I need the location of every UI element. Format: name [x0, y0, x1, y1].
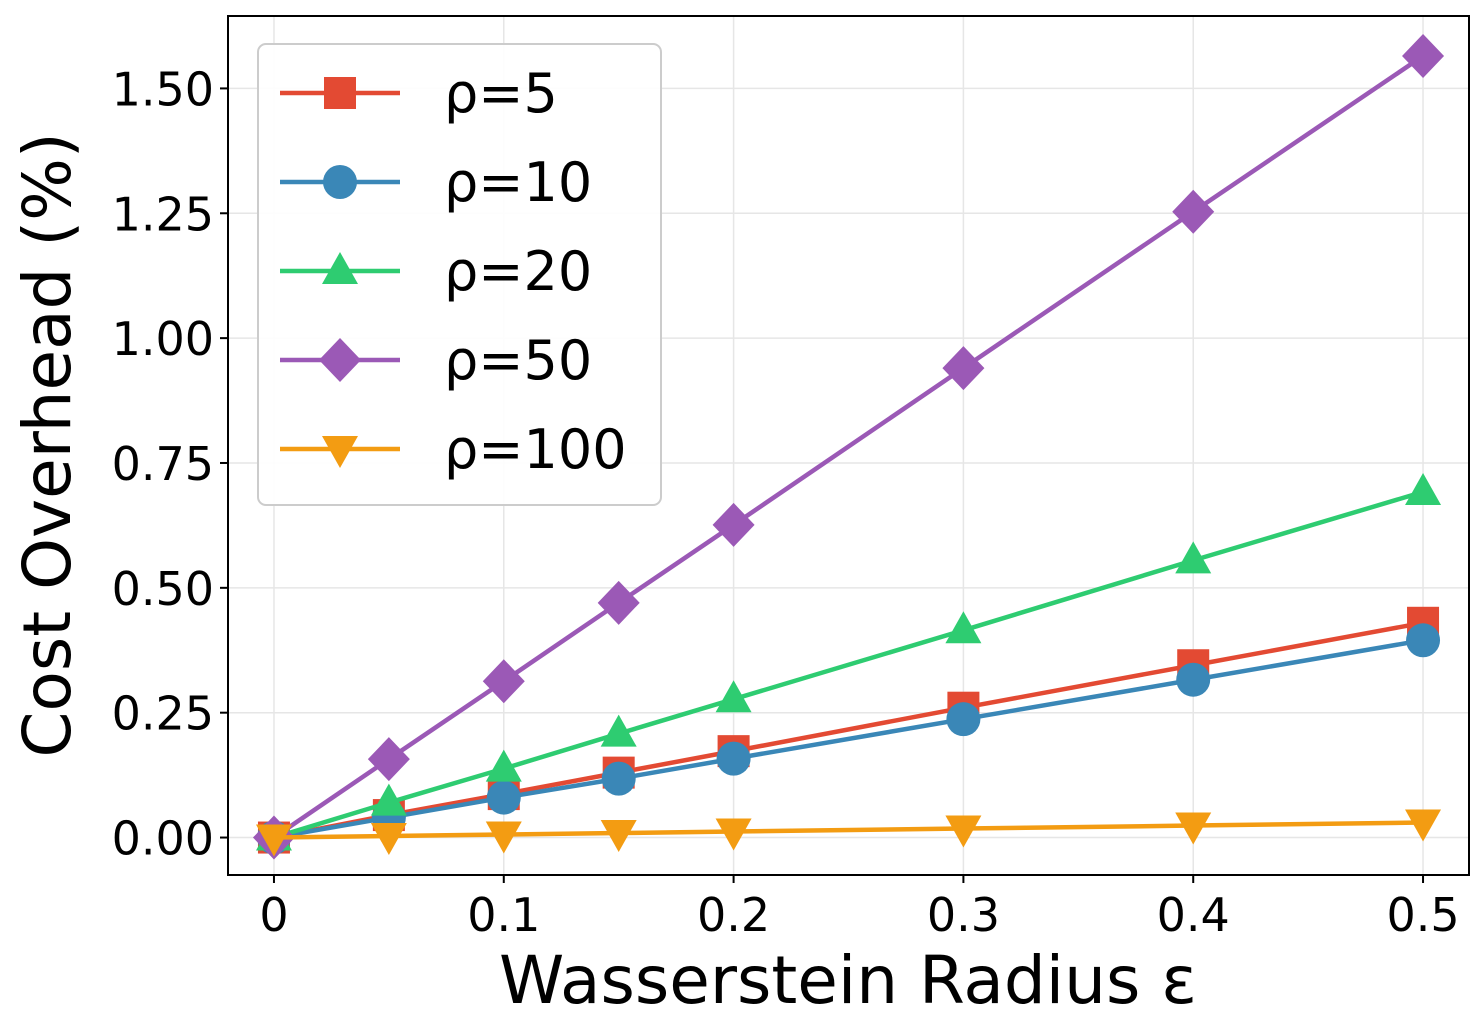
legend-item: ρ=5	[280, 62, 558, 125]
legend-marker	[324, 77, 356, 109]
data-point	[946, 702, 981, 737]
data-point	[600, 714, 637, 747]
data-point	[715, 818, 752, 851]
legend-item: ρ=50	[280, 329, 592, 392]
data-point	[1405, 472, 1442, 505]
legend-marker	[319, 338, 361, 382]
x-tick-label: 0.5	[1386, 888, 1459, 942]
legend: ρ=5 ρ=10 ρ=20 ρ=50 ρ=100	[257, 43, 662, 506]
plot-frame	[227, 15, 1470, 876]
series-line	[273, 820, 1424, 840]
series-line	[273, 620, 1424, 840]
series-3	[252, 33, 1445, 860]
series-1	[256, 623, 1441, 855]
data-point	[370, 823, 407, 856]
data-point	[601, 761, 636, 796]
axis-ticks: 0 0.1 0.2 0.3 0.4 0.5 0.00 0.25 0.50 0.75 1.00 1.25…	[112, 62, 1460, 942]
data-point	[1406, 623, 1441, 658]
data-point	[486, 780, 521, 815]
x-tick-label: 0.1	[467, 888, 540, 942]
data-point	[712, 502, 755, 547]
data-point	[716, 741, 751, 776]
series-layer	[252, 33, 1445, 860]
x-axis-title: Wasserstein Radius ε	[499, 942, 1197, 1019]
y-tick-label: 1.25	[112, 187, 214, 241]
y-tick-label: 0.25	[112, 687, 214, 741]
y-tick-label: 0.50	[112, 562, 214, 616]
legend-item: ρ=10	[280, 151, 592, 214]
y-tick-label: 0.75	[112, 437, 214, 491]
series-line	[273, 489, 1424, 840]
y-tick-label: 1.00	[112, 312, 214, 366]
data-point	[482, 659, 525, 704]
data-point	[1402, 33, 1445, 78]
x-tick-label: 0	[259, 888, 288, 942]
data-point	[370, 783, 407, 816]
data-point	[945, 611, 982, 644]
legend-label: ρ=20	[444, 240, 592, 303]
legend-label: ρ=5	[444, 62, 558, 125]
legend-marker	[322, 252, 358, 284]
legend-marker	[322, 436, 358, 468]
data-point	[942, 346, 985, 391]
legend-item: ρ=20	[280, 240, 592, 303]
legend-label: ρ=50	[444, 329, 592, 392]
legend-label: ρ=10	[444, 151, 592, 214]
legend-label: ρ=100	[444, 418, 627, 481]
data-point	[1176, 662, 1211, 697]
series-2	[255, 472, 1442, 851]
data-point	[1405, 809, 1442, 842]
x-tick-label: 0.3	[927, 888, 1000, 942]
legend-item: ρ=100	[280, 418, 627, 481]
data-point	[485, 749, 522, 782]
x-tick-label: 0.4	[1157, 888, 1230, 942]
legend-marker	[323, 165, 357, 199]
data-point	[485, 821, 522, 854]
data-point	[1175, 541, 1212, 574]
data-point	[597, 580, 640, 625]
data-point	[715, 680, 752, 713]
data-point	[255, 824, 292, 857]
y-tick-label: 1.50	[112, 62, 214, 116]
data-point	[945, 815, 982, 848]
y-tick-label: 0.00	[112, 812, 214, 866]
data-point	[1175, 812, 1212, 845]
legend-box	[257, 43, 662, 506]
data-point	[1172, 189, 1215, 234]
x-tick-label: 0.2	[697, 888, 770, 942]
y-axis-title: Cost Overhead (%)	[9, 132, 86, 757]
data-point	[367, 737, 410, 782]
series-line	[273, 638, 1424, 840]
series-4	[255, 809, 1442, 857]
series-line	[272, 54, 1425, 840]
data-point	[600, 820, 637, 853]
